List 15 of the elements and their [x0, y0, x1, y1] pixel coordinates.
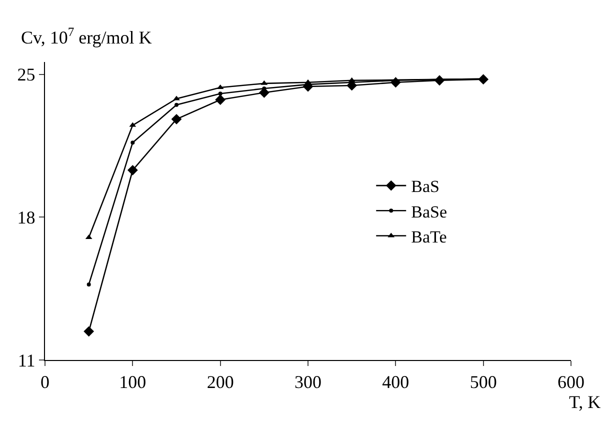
- x-tick-label: 100: [119, 372, 146, 392]
- y-tick-label: 25: [17, 64, 36, 85]
- x-tick-label: 200: [206, 372, 234, 392]
- x-tick-label: 400: [382, 372, 410, 392]
- legend-label: BaSe: [411, 202, 448, 222]
- x-tick-label: 0: [40, 372, 50, 392]
- y-tick-label: 11: [18, 350, 36, 370]
- y-tick-label: 18: [17, 207, 36, 228]
- x-tick-label: 300: [294, 372, 322, 392]
- legend-label: BaTe: [411, 227, 447, 246]
- x-tick-label: 600: [558, 372, 584, 392]
- legend-label: BaS: [411, 177, 440, 196]
- y-axis-title: Cv, 10$^{7}$ erg/mol K: [21, 25, 152, 48]
- x-axis-title: T, K: [569, 392, 601, 412]
- x-tick-label: 500: [470, 372, 497, 392]
